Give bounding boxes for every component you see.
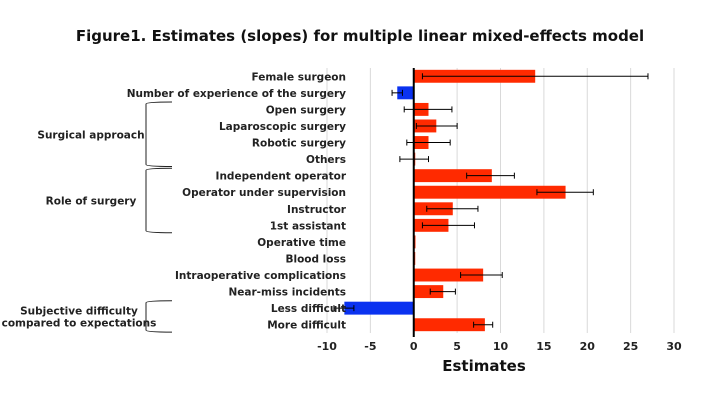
x-tick-label: 15 xyxy=(536,340,551,353)
category-label: Operator under supervision xyxy=(182,187,346,199)
category-label: Near-miss incidents xyxy=(228,287,346,299)
bar xyxy=(413,268,484,282)
group-label: Subjective difficulty xyxy=(20,305,138,317)
group-label: Role of surgery xyxy=(46,196,137,208)
bar xyxy=(413,318,485,332)
x-tick-label: 25 xyxy=(623,340,638,353)
category-label: Robotic surgery xyxy=(252,138,346,150)
group-label: compared to expectations xyxy=(2,317,157,329)
category-label: 1st assistant xyxy=(270,220,346,232)
category-label: Operative time xyxy=(257,237,346,249)
category-label: Laparoscopic surgery xyxy=(219,121,346,133)
bar xyxy=(413,169,492,183)
category-label: Less difficult xyxy=(271,303,346,315)
x-tick-label: 20 xyxy=(580,340,596,353)
chart-title: Figure1. Estimates (slopes) for multiple… xyxy=(75,27,645,45)
bar xyxy=(397,86,414,100)
bar xyxy=(413,185,566,199)
x-tick-label: -10 xyxy=(317,340,337,353)
x-tick-label: 30 xyxy=(666,340,682,353)
category-label: Number of experience of the surgery xyxy=(127,88,346,100)
x-axis-label: Estimates xyxy=(442,357,526,375)
group-bracket xyxy=(145,300,173,333)
bar xyxy=(344,301,414,315)
group-bracket xyxy=(145,101,173,168)
category-label: Female surgeon xyxy=(252,71,347,83)
bar xyxy=(413,285,444,299)
category-label: Blood loss xyxy=(285,253,346,265)
group-bracket xyxy=(145,167,173,234)
x-tick-label: 0 xyxy=(410,340,418,353)
x-tick-label: -5 xyxy=(364,340,376,353)
category-label: Open surgery xyxy=(266,104,346,116)
x-tick-label: 10 xyxy=(493,340,509,353)
category-label: More difficult xyxy=(267,320,346,332)
category-label: Intraoperative complications xyxy=(175,270,346,282)
category-label: Instructor xyxy=(287,204,347,216)
category-label: Others xyxy=(306,154,346,166)
group-label: Surgical approach xyxy=(37,129,144,141)
category-label: Independent operator xyxy=(216,171,347,183)
x-tick-label: 5 xyxy=(453,340,461,353)
